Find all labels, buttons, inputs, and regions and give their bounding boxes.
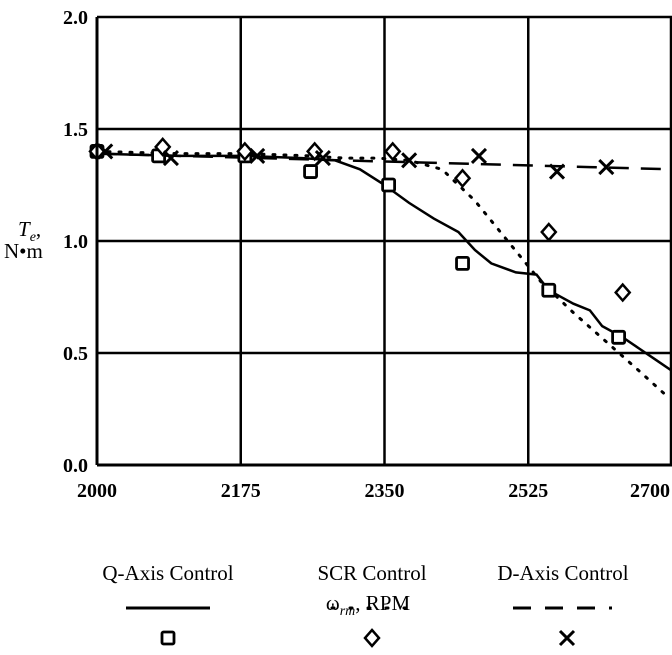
- legend-item-d-axis-control: D-Axis Control: [497, 561, 629, 647]
- data-point-diamond: [453, 168, 472, 189]
- legend-label: D-Axis Control: [497, 561, 628, 585]
- x-axis-title: ωrm, RPM: [326, 591, 411, 619]
- legend-marker-x: [558, 629, 576, 647]
- markers-d-axis-control: [97, 143, 615, 180]
- legend-marker-diamond: [363, 628, 381, 648]
- y-tick-label: 1.0: [63, 231, 88, 253]
- y-tick-label: 1.5: [63, 119, 88, 141]
- legend-item-q-axis-control: Q-Axis Control: [102, 561, 234, 646]
- data-point-square: [455, 255, 470, 271]
- y-axis-unit: N•m: [4, 239, 43, 263]
- markers-scr-control: [88, 137, 632, 303]
- series-layer: [88, 137, 672, 395]
- x-tick-label: 2700: [630, 480, 670, 502]
- legend-marker-square: [160, 630, 176, 646]
- data-point-x: [97, 143, 114, 160]
- data-point-diamond: [384, 141, 402, 162]
- data-point-square: [303, 164, 318, 179]
- legend: Q-Axis Control SCR Control D-Axis Control: [102, 561, 629, 648]
- legend-label: Q-Axis Control: [102, 561, 233, 585]
- data-point-diamond: [154, 137, 172, 157]
- plot-frame: [95, 15, 672, 467]
- data-point-x: [598, 159, 615, 176]
- x-tick-label: 2350: [365, 480, 405, 502]
- data-point-x: [314, 150, 331, 167]
- data-point-x: [249, 147, 266, 164]
- data-point-square: [611, 329, 627, 345]
- data-point-diamond: [236, 141, 254, 162]
- y-tick-label: 0.0: [63, 455, 88, 477]
- y-axis-title: Te,: [18, 217, 41, 245]
- y-tick-label: 0.5: [63, 343, 88, 365]
- data-point-square: [541, 282, 557, 298]
- data-point-square: [381, 177, 397, 193]
- x-tick-label: 2175: [221, 480, 261, 502]
- y-tick-label: 2.0: [63, 7, 88, 29]
- x-tick-label: 2000: [77, 480, 117, 502]
- tick-labels: 2000 2175 2350 2525 2700 0.0 0.5 1.0 1.5 2.0: [63, 7, 670, 502]
- data-point-x: [548, 163, 566, 180]
- legend-item-scr-control: SCR Control: [317, 561, 427, 648]
- markers-q-axis-control: [89, 143, 627, 345]
- legend-label: SCR Control: [317, 561, 426, 585]
- series-scr-control: [95, 149, 666, 395]
- data-point-x: [401, 152, 418, 169]
- data-point-diamond: [614, 282, 632, 303]
- x-tick-label: 2525: [508, 480, 548, 502]
- data-point-diamond: [540, 222, 558, 242]
- series-line-scr-control: [95, 149, 666, 395]
- grid: [97, 17, 672, 465]
- data-point-x: [470, 147, 488, 164]
- data-point-x: [162, 150, 179, 167]
